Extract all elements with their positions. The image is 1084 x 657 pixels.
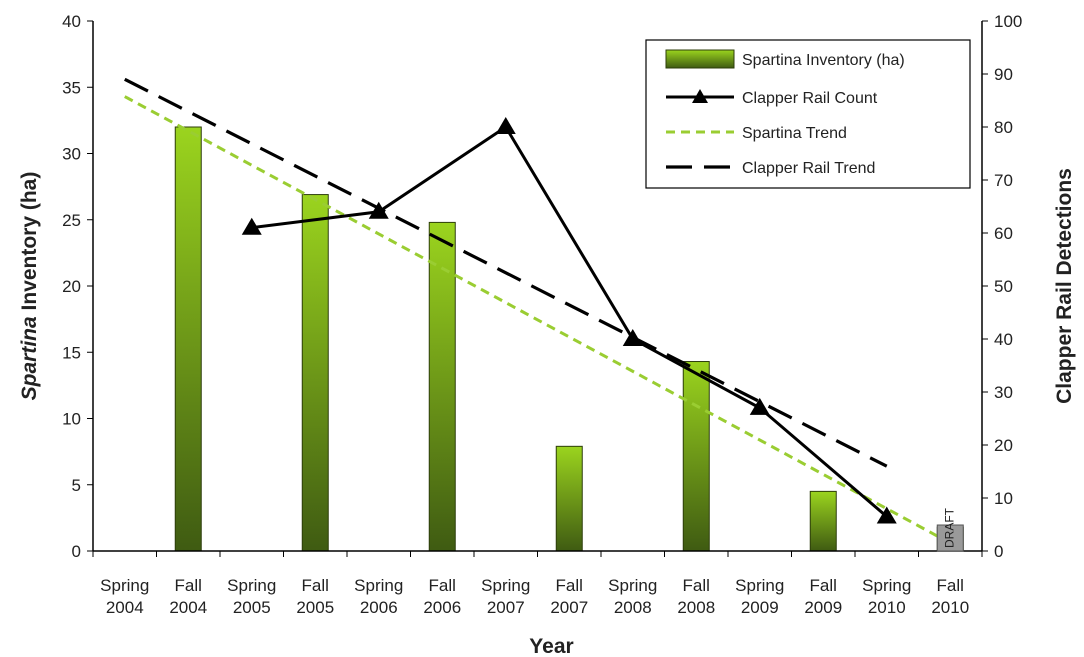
x-tick-label-season: Spring xyxy=(735,576,784,595)
legend-swatch-spartina-bars xyxy=(665,49,735,69)
x-tick-label-season: Spring xyxy=(227,576,276,595)
legend-label: Spartina Trend xyxy=(742,125,847,142)
x-axis-title: Year xyxy=(529,635,573,657)
x-tick-label-year: 2008 xyxy=(614,598,652,617)
legend-swatch-rail-marker xyxy=(692,89,708,103)
spartina-bar xyxy=(174,126,202,552)
x-tick-label-season: Fall xyxy=(302,576,329,595)
clapper-rail-marker xyxy=(622,329,643,346)
x-tick-label-year: 2009 xyxy=(804,598,842,617)
x-tick-label-year: 2006 xyxy=(423,598,461,617)
legend-label: Clapper Rail Trend xyxy=(742,160,875,177)
axis-labels: DRAFT 0 5 10 15 20 25 30 35 40 0 10 20 30 40 50 60 70 80 90… xyxy=(18,12,1076,657)
legend-box xyxy=(645,39,971,189)
left-tick-label: 5 xyxy=(72,476,81,495)
x-tick-label-year: 2009 xyxy=(741,598,779,617)
spartina-bar xyxy=(428,221,456,552)
x-tick-label-year: 2004 xyxy=(106,598,144,617)
spartina-trend-line xyxy=(124,95,951,545)
left-axis-title-italic: Spartina xyxy=(18,316,41,400)
clapper-rail-marker xyxy=(749,397,770,415)
left-tick-label: 0 xyxy=(72,542,81,561)
draft-box xyxy=(936,524,964,552)
x-tick-label-year: 2005 xyxy=(233,598,271,617)
axes xyxy=(87,20,988,557)
clapper-rail-trend-line xyxy=(124,77,888,468)
left-axis-title: Spartina Inventory (ha) xyxy=(18,172,41,401)
left-tick-label: 10 xyxy=(62,410,81,429)
x-tick-label-season: Fall xyxy=(937,576,964,595)
legend-label: Spartina Inventory (ha) xyxy=(742,52,905,69)
clapper-rail-line xyxy=(241,117,897,524)
x-tick-label-year: 2005 xyxy=(296,598,334,617)
clapper-rail-marker xyxy=(495,117,516,134)
right-tick-label: 80 xyxy=(994,118,1013,137)
left-tick-label: 25 xyxy=(62,211,81,230)
x-tick-label-season: Spring xyxy=(608,576,657,595)
left-axis-title-rest: Inventory (ha) xyxy=(18,172,41,317)
spartina-bar xyxy=(555,445,583,552)
spartina-bar xyxy=(809,490,837,552)
x-tick-label-season: Spring xyxy=(862,576,911,595)
x-tick-label-year: 2010 xyxy=(868,598,906,617)
left-tick-label: 20 xyxy=(62,277,81,296)
x-tick-label-season: Fall xyxy=(175,576,202,595)
left-tick-label: 40 xyxy=(62,12,81,31)
right-tick-label: 30 xyxy=(994,383,1013,402)
x-tick-label-season: Fall xyxy=(556,576,583,595)
legend-label: Clapper Rail Count xyxy=(742,90,878,107)
clapper-rail-marker xyxy=(241,217,262,235)
spartina-bar xyxy=(301,194,329,552)
x-tick-label-season: Fall xyxy=(810,576,837,595)
right-tick-label: 0 xyxy=(994,542,1003,561)
spartina-bar xyxy=(682,361,710,552)
right-tick-label: 100 xyxy=(994,12,1022,31)
left-tick-label: 15 xyxy=(62,343,81,362)
spartina-bars xyxy=(174,126,964,552)
x-tick-label-year: 2008 xyxy=(677,598,715,617)
right-tick-label: 60 xyxy=(994,224,1013,243)
legend: Spartina Inventory (ha) Clapper Rail Coun… xyxy=(645,39,971,189)
x-tick-label-year: 2007 xyxy=(550,598,588,617)
left-tick-label: 35 xyxy=(62,78,81,97)
right-tick-label: 20 xyxy=(994,436,1013,455)
right-tick-label: 50 xyxy=(994,277,1013,296)
right-tick-label: 90 xyxy=(994,65,1013,84)
x-tick-label-season: Spring xyxy=(100,576,149,595)
right-tick-label: 10 xyxy=(994,489,1013,508)
draft-watermark: DRAFT xyxy=(942,507,956,548)
clapper-rail-marker xyxy=(876,506,897,524)
x-tick-label-season: Fall xyxy=(429,576,456,595)
right-tick-label: 70 xyxy=(994,171,1013,190)
x-tick-label-year: 2004 xyxy=(169,598,207,617)
x-tick-label-season: Spring xyxy=(481,576,530,595)
right-tick-label: 40 xyxy=(994,330,1013,349)
clapper-rail-marker xyxy=(368,201,389,219)
x-tick-label-season: Fall xyxy=(683,576,710,595)
x-tick-label-year: 2010 xyxy=(931,598,969,617)
x-tick-label-year: 2006 xyxy=(360,598,398,617)
x-tick-label-season: Spring xyxy=(354,576,403,595)
right-axis-title: Clapper Rail Detections xyxy=(1053,168,1076,404)
left-tick-label: 30 xyxy=(62,145,81,164)
clapper-rail-count-line xyxy=(251,124,888,518)
trend-lines xyxy=(124,77,951,545)
x-tick-label-year: 2007 xyxy=(487,598,525,617)
